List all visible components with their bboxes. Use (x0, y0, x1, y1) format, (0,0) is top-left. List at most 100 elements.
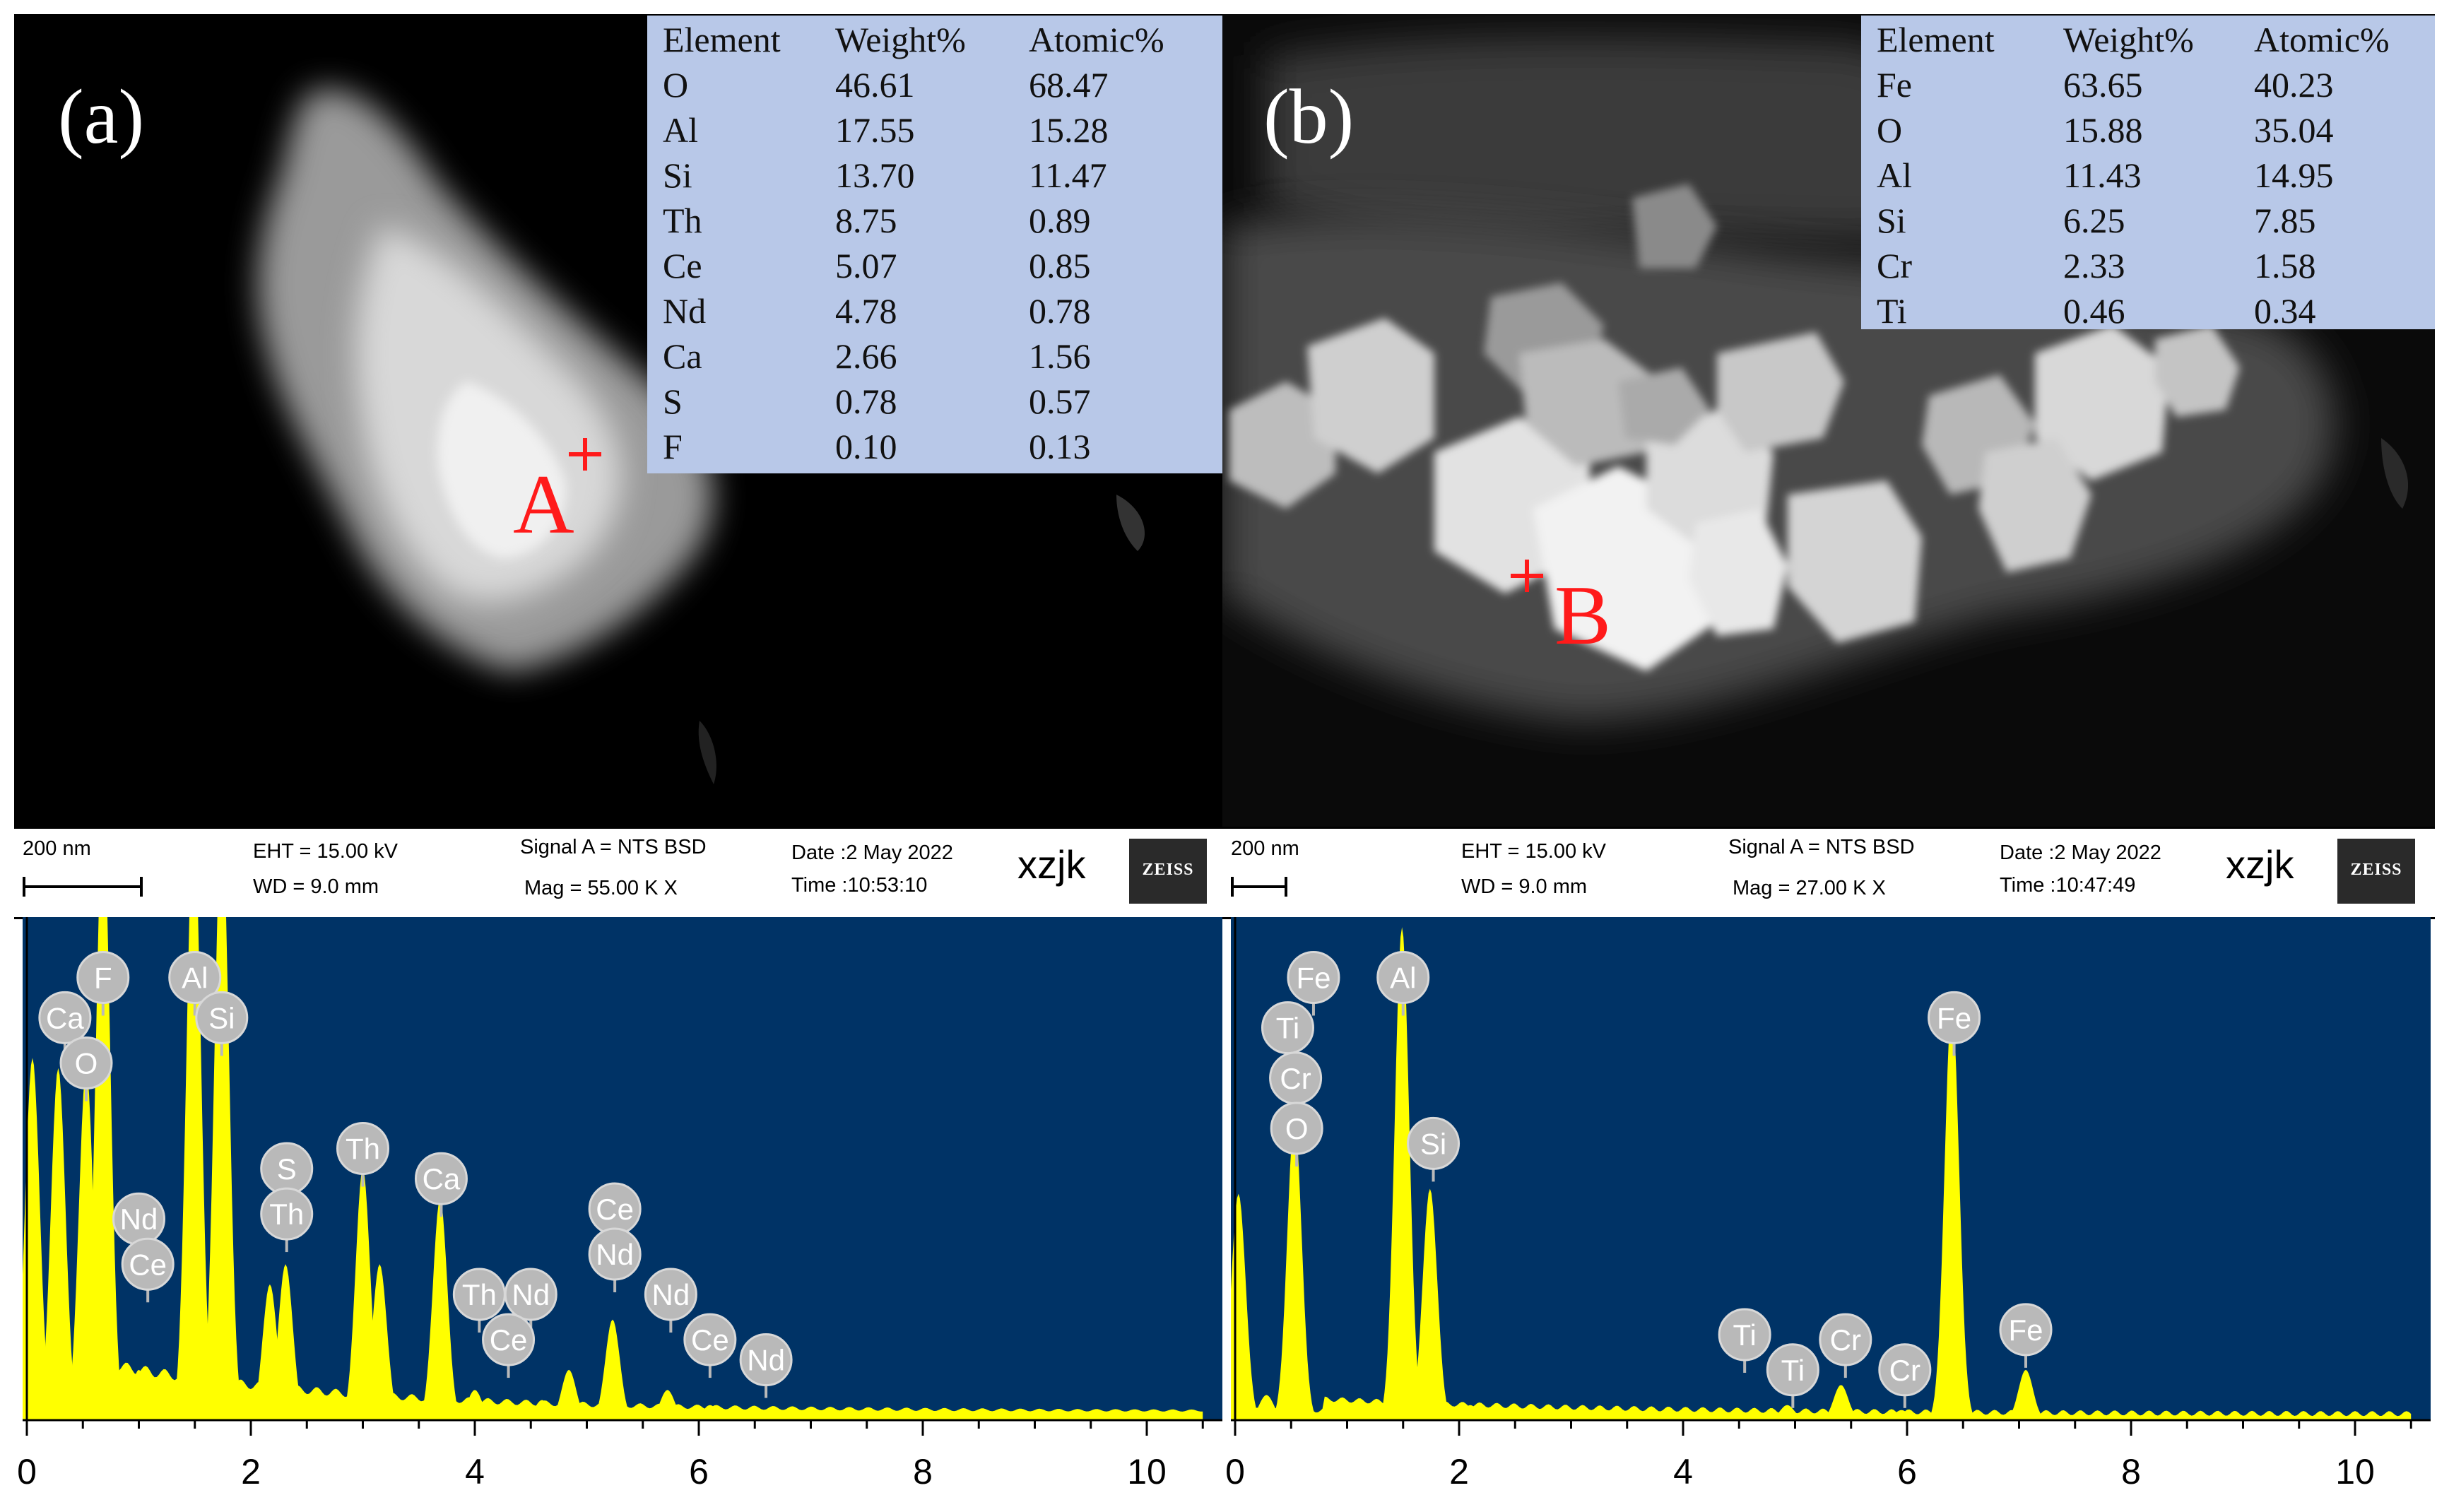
date-readout: Date :2 May 2022 (791, 841, 953, 864)
element-label: O (1270, 1101, 1323, 1167)
svg-text:Ti: Ti (1733, 1318, 1756, 1352)
cell-weight: 0.78 (835, 382, 897, 421)
table-row: O 46.61 68.47 (647, 62, 1180, 107)
point-label: B (1554, 568, 1612, 662)
cell-element: Ca (663, 336, 702, 376)
spectrum-continuum (1235, 1396, 2412, 1420)
cell-atomic: 40.23 (2254, 65, 2334, 105)
svg-text:Fe: Fe (1296, 961, 1330, 994)
cell-element: O (663, 65, 689, 105)
table-header-atomic: Atomic% (2254, 20, 2390, 59)
mag-readout: Mag = 55.00 K X (524, 877, 678, 899)
spectrum-peak (1758, 1405, 1817, 1420)
svg-text:Cr: Cr (1889, 1354, 1920, 1387)
cell-weight: 63.65 (2063, 65, 2143, 105)
svg-text:O: O (75, 1046, 98, 1080)
spectrum-peak (256, 1264, 315, 1420)
svg-text:Ca: Ca (423, 1162, 461, 1195)
element-label: Si (1407, 1116, 1461, 1182)
cell-weight: 0.10 (835, 427, 897, 466)
zeiss-logo: ZEISS (1129, 839, 1207, 904)
spectrum-peak (512, 1400, 572, 1420)
cell-weight: 17.55 (835, 110, 915, 150)
cell-element: Si (663, 155, 692, 195)
cell-element: Fe (1877, 65, 1912, 105)
cell-element: Th (663, 201, 702, 240)
sem-particle-b (1222, 14, 2435, 827)
table-row: Fe 63.65 40.23 (1861, 62, 2405, 107)
cell-weight: 13.70 (835, 155, 915, 195)
x-tick-label: 4 (1673, 1452, 1693, 1492)
table-row: Ca 2.66 1.56 (647, 333, 1180, 379)
x-tick-label: 8 (913, 1452, 933, 1492)
cell-atomic: 35.04 (2254, 110, 2334, 150)
x-tick-label: 4 (465, 1452, 485, 1492)
cell-weight: 15.88 (2063, 110, 2143, 150)
element-label: Th (452, 1268, 506, 1333)
cell-atomic: 11.47 (1029, 155, 1107, 195)
cell-atomic: 15.28 (1029, 110, 1109, 150)
element-label: Nd (112, 1192, 165, 1258)
svg-text:Nd: Nd (120, 1203, 158, 1236)
cell-atomic: 14.95 (2254, 155, 2334, 195)
cell-element: Ce (663, 246, 702, 285)
operator-label: xzjk (2226, 842, 2294, 887)
signal-readout: Signal A = NTS BSD (520, 836, 707, 858)
cell-weight: 5.07 (835, 246, 897, 285)
spectrum-peak (350, 1264, 409, 1420)
sem-image-a: (a) A Element Weight% Atomic% O 46.61 68.4… (14, 14, 1227, 827)
cell-element: Si (1877, 201, 1906, 240)
spectrum-peak (240, 1284, 300, 1420)
element-label: Al (168, 950, 222, 1016)
spectrum-peak (1373, 927, 1432, 1420)
table-row: S 0.78 0.57 (647, 379, 1180, 424)
cell-weight: 4.78 (835, 291, 897, 331)
table-row: Si 6.25 7.85 (1861, 198, 2405, 243)
table-header-atomic: Atomic% (1029, 20, 1164, 59)
cell-element: Al (1877, 155, 1912, 195)
spectrum-peak (98, 1380, 157, 1420)
sem-image-b: (b) B Element Weight% Atomic% Fe 63.65 40.… (1222, 14, 2435, 827)
svg-text:F: F (94, 961, 112, 994)
spectrum-peak (29, 1068, 88, 1420)
element-label: Ca (38, 991, 92, 1056)
svg-text:Nd: Nd (596, 1238, 634, 1271)
spectrum-peak (1400, 1188, 1459, 1420)
point-label: A (513, 457, 574, 551)
svg-text:Nd: Nd (747, 1344, 785, 1377)
element-label: Fe (1928, 991, 1981, 1056)
table-row: O 15.88 35.04 (1861, 107, 2405, 153)
spectrum-peak (638, 1390, 697, 1420)
spectrum-peak (445, 1390, 504, 1420)
cell-element: Cr (1877, 246, 1912, 285)
element-label: Ti (1718, 1308, 1771, 1373)
composition-table: Element Weight% Atomic% Fe 63.65 40.23 O 15.… (1861, 16, 2435, 331)
cell-atomic: 7.85 (2254, 201, 2316, 240)
svg-text:Th: Th (269, 1198, 304, 1231)
cell-element: Al (663, 110, 698, 150)
table-header-element: Element (1877, 20, 1995, 59)
panel-b: (b) B Element Weight% Atomic% Fe 63.65 40.… (1222, 0, 2435, 1512)
spectrum-peak (334, 1169, 392, 1420)
cell-atomic: 0.13 (1029, 427, 1091, 466)
element-label: O (59, 1036, 113, 1101)
eht-readout: EHT = 15.00 kV (1461, 840, 1606, 863)
signal-readout: Signal A = NTS BSD (1728, 836, 1915, 858)
svg-text:Cr: Cr (1830, 1323, 1861, 1357)
x-tick-label: 0 (1225, 1452, 1245, 1492)
element-label: Ce (482, 1313, 536, 1378)
table-row: Al 17.55 15.28 (647, 107, 1180, 153)
table-row: Ti 0.46 0.34 (1861, 288, 2405, 333)
x-tick-label: 2 (241, 1452, 261, 1492)
time-readout: Time :10:47:49 (2000, 874, 2136, 897)
point-marker-cross (569, 438, 601, 471)
element-label: Cr (1819, 1313, 1872, 1378)
cell-weight: 11.43 (2063, 155, 2142, 195)
x-tick-label: 10 (1127, 1452, 1167, 1492)
svg-text:Si: Si (208, 1001, 235, 1034)
svg-text:Ce: Ce (596, 1193, 634, 1226)
panel-a: (a) A Element Weight% Atomic% O 46.61 68.4… (14, 0, 1227, 1512)
spectrum-continuum (27, 1362, 1203, 1420)
cell-atomic: 0.85 (1029, 246, 1091, 285)
